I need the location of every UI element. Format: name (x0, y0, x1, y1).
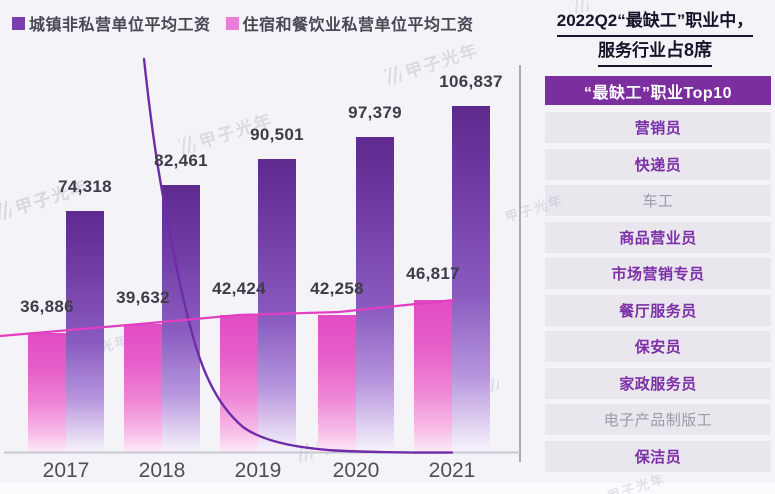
purple-value-label: 74,318 (58, 177, 112, 196)
top10-list-item: 电子产品制版工 (545, 404, 771, 435)
purple-value-label: 97,379 (348, 103, 402, 122)
legend-label: 城镇非私营单位平均工资 (29, 17, 211, 34)
purple-bar-2021 (452, 106, 490, 452)
legend-label: 住宿和餐饮业私营单位平均工资 (242, 17, 474, 34)
legend-item-nonprivate: 城镇非私营单位平均工资 (12, 11, 211, 35)
pink-bar-2018 (124, 324, 162, 452)
purple-bar-2018 (162, 185, 200, 452)
pink-value-label: 46,817 (406, 264, 460, 283)
x-axis-tick-2019: 2019 (234, 459, 282, 482)
x-axis-tick-2018: 2018 (138, 459, 186, 482)
purple-value-label: 82,461 (154, 151, 208, 170)
pink-value-label: 42,258 (310, 279, 364, 298)
pink-value-label: 42,424 (212, 279, 266, 298)
purple-value-label: 106,837 (439, 72, 503, 91)
top10-list-item: 快递员 (545, 148, 771, 180)
top10-list-item: 市场营销专员 (545, 258, 771, 289)
vertical-divider (519, 65, 521, 462)
x-axis-tick-2020: 2020 (332, 459, 380, 482)
top10-list-item: 商品营业员 (545, 221, 771, 253)
purple-value-label: 90,501 (250, 125, 304, 144)
wage-bar-chart: 74,318 36,886 2017 82,461 39,632 2018 90,501 42… (0, 57, 520, 482)
legend-item-hospitality: 住宿和餐饮业私营单位平均工资 (225, 11, 474, 35)
top10-list: 营销员快递员车工商品营业员市场营销专员 餐厅服务员保安员家政服务员电子产品制版工保… (545, 112, 771, 472)
pink-bar-2021 (414, 300, 452, 452)
top10-header: “最缺工”职业Top10 (545, 76, 771, 105)
top10-list-item: 车工 (545, 185, 771, 216)
top10-list-item: 营销员 (545, 112, 771, 143)
top10-list-item: 家政服务员 (545, 367, 771, 399)
panel-title-line1: 2022Q2“最缺工”职业中， (556, 8, 754, 37)
pink-bar-2019 (220, 315, 258, 452)
purple-bar-2019 (258, 159, 296, 452)
panel-title: 2022Q2“最缺工”职业中， 服务行业占8席 (537, 8, 773, 67)
x-axis-tick-2021: 2021 (428, 459, 476, 482)
panel-title-line2: 服务行业占8席 (597, 37, 712, 67)
top10-list-item: 餐厅服务员 (545, 294, 771, 326)
purple-bar-2017 (66, 211, 104, 452)
bottom-margin (0, 483, 775, 494)
panel-title-emphasis: 占8席 (665, 39, 712, 60)
pink-value-label: 39,632 (116, 288, 170, 307)
chart-legend: 城镇非私营单位平均工资 住宿和餐饮业私营单位平均工资 (12, 11, 474, 35)
pink-bar-2020 (318, 315, 356, 452)
purple-swatch-icon (12, 16, 25, 30)
shortage-jobs-panel: 2022Q2“最缺工”职业中， 服务行业占8席 “最缺工”职业Top10 营销员… (537, 8, 773, 472)
pink-swatch-icon (225, 16, 239, 30)
top10-list-item: 保安员 (545, 331, 771, 362)
pink-bar-2017 (28, 333, 66, 452)
top10-list-item: 保洁员 (545, 440, 771, 472)
pink-value-label: 36,886 (20, 297, 74, 316)
x-axis-tick-2017: 2017 (42, 459, 90, 482)
